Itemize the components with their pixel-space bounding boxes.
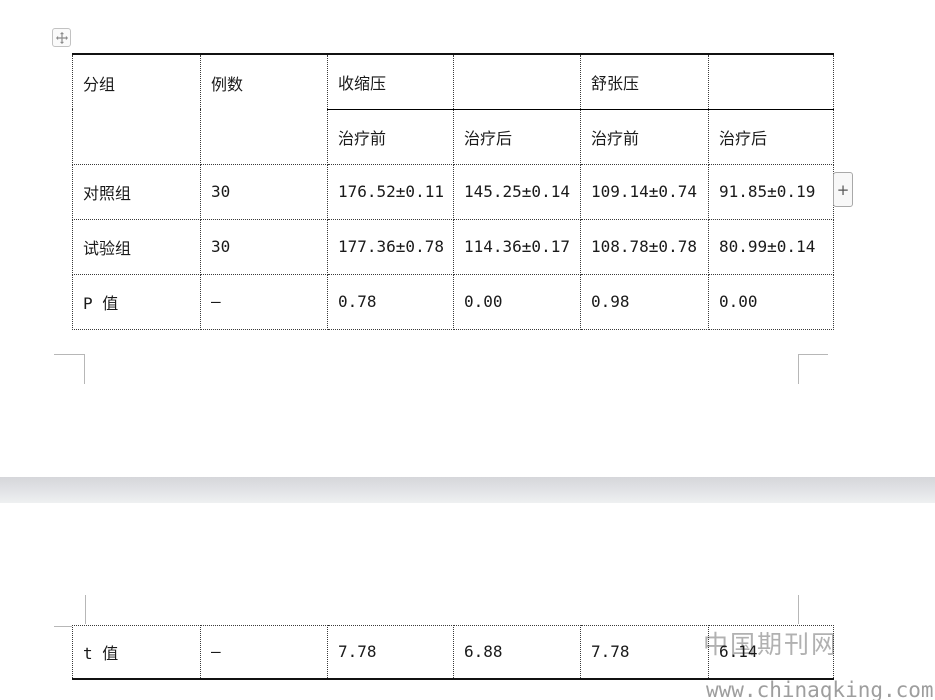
page1-bottom-left-margin-mark [54, 354, 85, 384]
table-row-p-value: P 值 — 0.78 0.00 0.98 0.00 [72, 273, 834, 330]
cell-value[interactable]: 0.00 [453, 273, 581, 330]
header-cell-diastolic-spacer[interactable] [708, 53, 834, 110]
cell-group-name[interactable]: 对照组 [72, 163, 201, 220]
cell-value[interactable]: 6.88 [453, 625, 581, 680]
page1-bottom-right-margin-mark [798, 354, 828, 384]
page-break-band [0, 477, 935, 503]
header-cell-cases[interactable]: 例数 [200, 53, 328, 165]
cell-value[interactable]: 114.36±0.17 [453, 218, 581, 275]
cell-value[interactable]: 6.14 [708, 625, 834, 680]
table-row: 治疗前 治疗后 治疗前 治疗后 [73, 108, 834, 165]
move-icon [55, 31, 68, 44]
page2-top-right-margin-mark-vertical [798, 595, 799, 624]
cell-value[interactable]: 7.78 [580, 625, 709, 680]
table-row-control-group: 对照组 30 176.52±0.11 145.25±0.14 109.14±0.… [72, 163, 834, 220]
page2-top-left-margin-mark-horizontal [54, 626, 72, 627]
header-cell-systolic[interactable]: 收缩压 [327, 53, 454, 110]
header-cell-systolic-spacer[interactable] [453, 53, 581, 110]
cell-value[interactable]: 91.85±0.19 [708, 163, 834, 220]
cell-group-name[interactable]: 试验组 [72, 218, 201, 275]
subheader-cell-after-treatment[interactable]: 治疗后 [453, 108, 581, 165]
header-cell-group[interactable]: 分组 [72, 53, 201, 165]
cell-value[interactable]: 177.36±0.78 [327, 218, 454, 275]
t-value-table: t 值 — 7.78 6.88 7.78 6.14 [72, 625, 834, 680]
cell-dash[interactable]: — [200, 625, 328, 680]
cell-stat-label[interactable]: P 值 [72, 273, 201, 330]
header-cell-diastolic[interactable]: 舒张压 [580, 53, 709, 110]
cell-case-count[interactable]: 30 [200, 218, 328, 275]
cell-value[interactable]: 176.52±0.11 [327, 163, 454, 220]
table-move-handle[interactable] [52, 28, 71, 47]
table-row: 分组 例数 收缩压 舒张压 [72, 53, 834, 165]
cell-value[interactable]: 108.78±0.78 [580, 218, 709, 275]
cell-value[interactable]: 0.78 [327, 273, 454, 330]
table-insert-button[interactable]: + [833, 172, 853, 207]
cell-value[interactable]: 109.14±0.74 [580, 163, 709, 220]
watermark-url: www.chinaqking.com [706, 678, 934, 700]
cell-dash[interactable]: — [200, 273, 328, 330]
table-row-t-value: t 值 — 7.78 6.88 7.78 6.14 [72, 625, 834, 680]
cell-value[interactable]: 80.99±0.14 [708, 218, 834, 275]
cell-stat-label[interactable]: t 值 [72, 625, 201, 680]
table-row-experimental-group: 试验组 30 177.36±0.78 114.36±0.17 108.78±0.… [72, 218, 834, 275]
cell-value[interactable]: 145.25±0.14 [453, 163, 581, 220]
subheader-cell-before-treatment[interactable]: 治疗前 [327, 108, 454, 165]
blood-pressure-table: 分组 例数 收缩压 舒张压 治疗前 治疗后 治疗前 治疗后 对照组 30 176… [72, 53, 834, 330]
cell-value[interactable]: 7.78 [327, 625, 454, 680]
cell-value[interactable]: 0.98 [580, 273, 709, 330]
subheader-cell-before-treatment[interactable]: 治疗前 [580, 108, 709, 165]
cell-value[interactable]: 0.00 [708, 273, 834, 330]
cell-case-count[interactable]: 30 [200, 163, 328, 220]
subheader-cell-after-treatment[interactable]: 治疗后 [708, 108, 834, 165]
page2-top-left-margin-mark-vertical [85, 595, 86, 624]
